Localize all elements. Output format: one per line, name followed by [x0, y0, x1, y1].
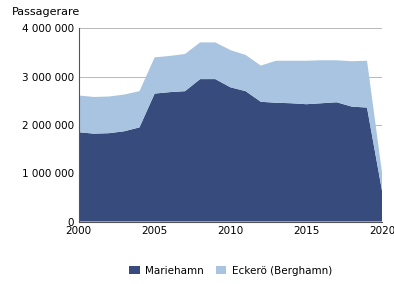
- Legend: Mariehamn, Eckerö (Berghamn): Mariehamn, Eckerö (Berghamn): [125, 262, 336, 280]
- Y-axis label: Passagerare: Passagerare: [12, 7, 80, 17]
